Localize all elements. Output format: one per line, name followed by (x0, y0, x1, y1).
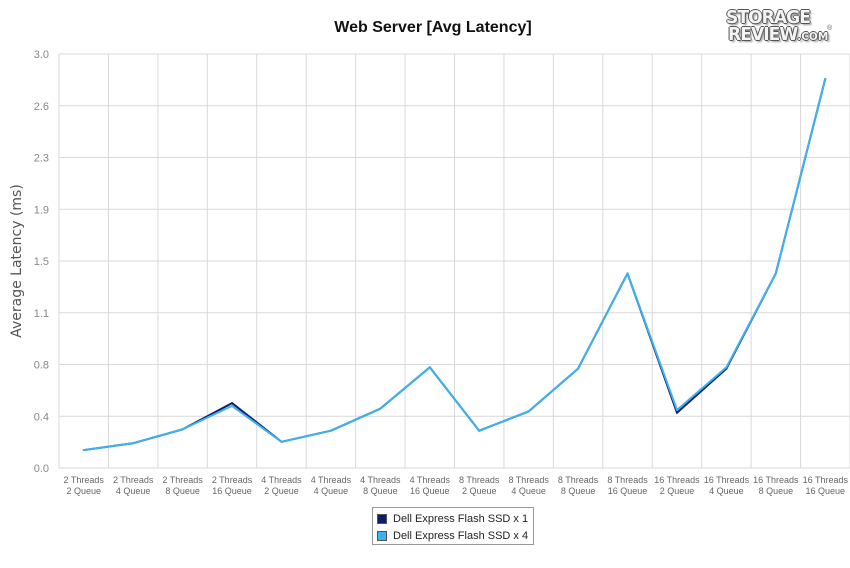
x-tick-label-queue: 4 Queue (709, 486, 744, 496)
legend-item-series-2: Dell Express Flash SSD x 4 (377, 527, 529, 544)
x-tick-label-threads: 2 Threads (162, 475, 203, 485)
data-point-series-1 (231, 402, 234, 405)
series-line-2 (83, 78, 827, 452)
data-point-series-2 (725, 366, 728, 369)
logo-line-1: STORAGE (726, 7, 811, 28)
y-tick-label: 0.4 (34, 411, 49, 423)
data-point-series-2 (379, 407, 382, 410)
x-tick-label-queue: 2 Queue (264, 486, 299, 496)
x-tick-label-queue: 4 Queue (116, 486, 151, 496)
x-tick-label-threads: 2 Threads (64, 475, 105, 485)
x-tick-label-queue: 8 Queue (561, 486, 596, 496)
data-point-series-2 (329, 429, 332, 432)
x-tick-label-threads: 4 Threads (360, 475, 401, 485)
y-axis-title: Average Latency (ms) (9, 184, 25, 338)
x-tick-label-queue: 16 Queue (212, 486, 252, 496)
x-tick-label-queue: 16 Queue (410, 486, 450, 496)
y-tick-label: 1.5 (34, 256, 49, 268)
data-point-series-2 (824, 77, 827, 80)
logo-line-2-text: REVIEW (728, 24, 798, 45)
legend: Dell Express Flash SSD x 1 Dell Express … (372, 507, 534, 545)
x-tick-label-threads: 16 Threads (704, 475, 750, 485)
x-tick-label-threads: 8 Threads (607, 475, 648, 485)
logo-registered-mark: ® (827, 25, 833, 32)
y-tick-label: 3.0 (34, 49, 49, 61)
x-tick-label-threads: 16 Threads (753, 475, 799, 485)
storagereview-logo: STORAGE REVIEW.COM ® (723, 6, 843, 46)
y-tick-label: 1.1 (34, 308, 49, 320)
data-point-series-2 (478, 429, 481, 432)
data-point-series-1 (675, 411, 678, 414)
x-tick-label-queue: 16 Queue (806, 486, 846, 496)
x-tick-label-queue: 8 Queue (363, 486, 398, 496)
logo-line-2: REVIEW.COM (728, 26, 828, 46)
data-point-series-2 (626, 272, 629, 275)
data-point-series-2 (280, 440, 283, 443)
x-tick-label-threads: 4 Threads (261, 475, 302, 485)
x-tick-label-queue: 8 Queue (165, 486, 200, 496)
legend-label-series-2: Dell Express Flash SSD x 4 (393, 529, 529, 542)
x-tick-label-threads: 8 Threads (558, 475, 599, 485)
data-point-series-2 (132, 442, 135, 445)
legend-swatch-series-1 (377, 513, 387, 524)
data-point-series-2 (577, 367, 580, 370)
x-tick-label-queue: 4 Queue (314, 486, 349, 496)
x-tick-label-queue: 2 Queue (462, 486, 497, 496)
legend-swatch-series-2 (377, 530, 387, 541)
data-point-series-2 (82, 449, 85, 452)
x-tick-label-threads: 8 Threads (459, 475, 500, 485)
logo-dotcom: .COM (797, 30, 829, 43)
y-tick-label: 2.3 (34, 153, 49, 165)
x-tick-label-threads: 2 Threads (212, 475, 253, 485)
data-point-series-2 (527, 410, 530, 413)
x-tick-label-threads: 2 Threads (113, 475, 154, 485)
x-tick-label-queue: 8 Queue (759, 486, 794, 496)
data-point-series-2 (774, 272, 777, 275)
data-point-series-2 (675, 409, 678, 412)
x-tick-label-queue: 2 Queue (66, 486, 101, 496)
x-tick-label-threads: 8 Threads (508, 475, 549, 485)
x-tick-label-queue: 2 Queue (660, 486, 695, 496)
y-tick-label: 1.9 (34, 204, 49, 216)
y-tick-label: 2.6 (34, 101, 49, 113)
x-tick-label-threads: 4 Threads (410, 475, 451, 485)
x-tick-label-threads: 4 Threads (311, 475, 352, 485)
x-tick-label-threads: 16 Threads (803, 475, 849, 485)
data-point-series-2 (428, 366, 431, 369)
x-tick-label-threads: 16 Threads (654, 475, 700, 485)
legend-item-series-1: Dell Express Flash SSD x 1 (377, 510, 529, 527)
y-tick-label: 0.8 (34, 360, 49, 372)
x-tick-label-queue: 4 Queue (511, 486, 546, 496)
legend-label-series-1: Dell Express Flash SSD x 1 (393, 512, 529, 525)
y-tick-label: 0.0 (34, 463, 49, 475)
data-point-series-2 (231, 404, 234, 407)
x-tick-label-queue: 16 Queue (608, 486, 648, 496)
data-point-series-2 (181, 428, 184, 431)
chart-title: Web Server [Avg Latency] (334, 19, 532, 36)
